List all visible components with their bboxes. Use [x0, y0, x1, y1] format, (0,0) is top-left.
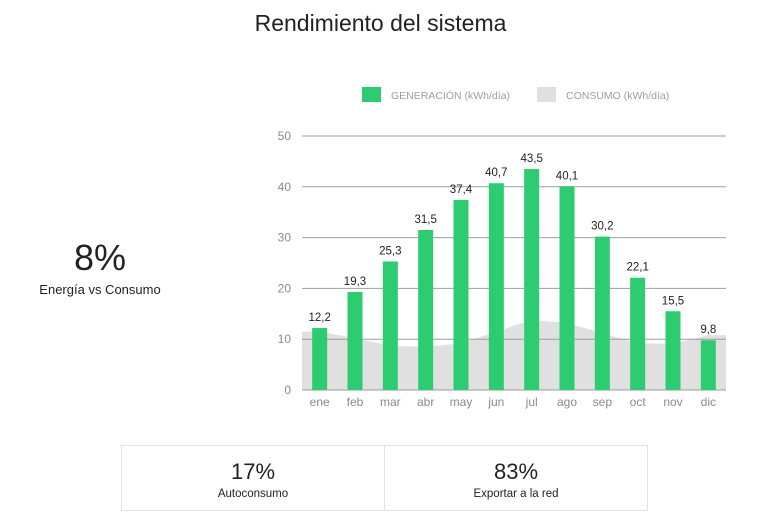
- bar-value-label: 37,4: [450, 184, 473, 196]
- x-tick-label: abr: [417, 395, 434, 409]
- y-tick-label: 0: [284, 383, 291, 397]
- x-tick-label: may: [450, 395, 473, 409]
- bar-value-label: 25,3: [379, 245, 401, 257]
- consumption-area: [302, 319, 726, 390]
- y-tick-label: 30: [278, 231, 292, 245]
- bar-value-label: 43,5: [520, 153, 542, 165]
- x-tick-label: sep: [593, 395, 613, 409]
- y-tick-label: 40: [278, 180, 292, 194]
- x-tick-label: nov: [663, 395, 682, 409]
- bar-value-label: 12,2: [308, 312, 330, 324]
- self-consumption-label: Autoconsumo: [217, 488, 289, 500]
- stats-panel: 17% Autoconsumo 83% Exportar a la red: [121, 445, 648, 511]
- generation-bar: [418, 229, 434, 390]
- x-tick-label: jun: [487, 395, 504, 409]
- legend-generation-label: GENERACIÓN (kWh/día): [391, 89, 510, 102]
- bar-value-label: 30,2: [591, 221, 613, 233]
- y-tick-label: 50: [278, 129, 292, 143]
- x-tick-label: dic: [701, 395, 716, 409]
- grid-export-label: Exportar a la red: [473, 488, 559, 500]
- x-tick-label: jul: [525, 395, 538, 409]
- generation-bar: [488, 183, 504, 390]
- generation-bar: [630, 277, 646, 390]
- performance-chart: 0 10 20 30 40 50 12,2 ene 19,3 feb 25,3 mar 31,5 abr 3…: [278, 87, 726, 409]
- bar-value-label: 40,1: [556, 170, 578, 182]
- bar-value-label: 31,5: [414, 214, 436, 226]
- self-consumption-value: 17%: [230, 459, 276, 484]
- x-tick-label: ene: [310, 395, 330, 409]
- generation-bar: [347, 291, 363, 390]
- bar-value-label: 9,8: [700, 324, 716, 336]
- x-tick-label: mar: [380, 395, 401, 409]
- bar-value-label: 15,5: [662, 295, 684, 307]
- generation-bar: [559, 186, 575, 390]
- legend-generation-swatch: [362, 87, 381, 102]
- bar-value-label: 19,3: [344, 276, 366, 288]
- y-tick-label: 20: [278, 281, 292, 295]
- legend-consumption-swatch: [537, 87, 556, 102]
- grid-export-value: 83%: [493, 459, 539, 484]
- generation-bar: [453, 200, 469, 390]
- x-tick-label: oct: [630, 395, 647, 409]
- legend-consumption-label: CONSUMO (kWh/día): [566, 90, 669, 102]
- grid-export-stat: 83% Exportar a la red: [384, 446, 647, 510]
- kpi-label: Energía vs Consumo: [39, 282, 161, 297]
- self-consumption-stat: 17% Autoconsumo: [122, 446, 384, 510]
- generation-bar: [382, 261, 398, 390]
- y-tick-label: 10: [278, 332, 292, 346]
- generation-bar: [700, 340, 716, 390]
- chart-title: Rendimiento del sistema: [254, 10, 507, 36]
- bar-value-label: 22,1: [626, 262, 648, 274]
- energy-vs-consumption-kpi: 8% Energía vs Consumo: [20, 236, 180, 297]
- kpi-value: 8%: [73, 237, 127, 278]
- bar-value-label: 40,7: [485, 167, 507, 179]
- x-tick-label: ago: [557, 395, 577, 409]
- generation-bar: [524, 169, 540, 390]
- generation-bar: [594, 236, 610, 390]
- generation-bar: [312, 328, 328, 390]
- generation-bar: [665, 311, 681, 390]
- x-tick-label: feb: [347, 395, 364, 409]
